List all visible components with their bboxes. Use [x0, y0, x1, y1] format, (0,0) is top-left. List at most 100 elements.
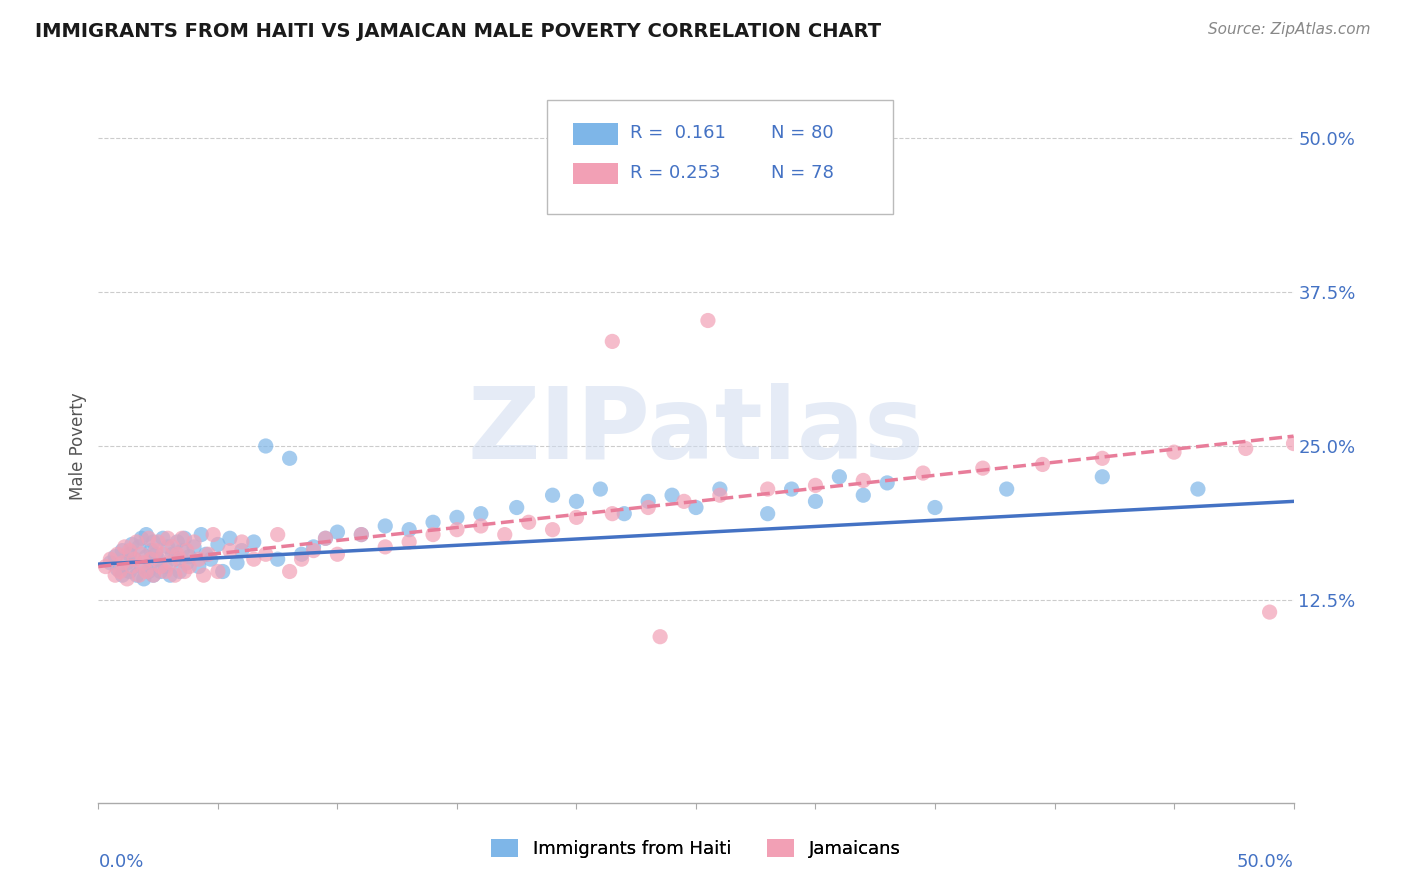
Point: [267, 552, 290, 566]
Point: [166, 547, 188, 561]
Point: [145, 543, 167, 558]
Point: [326, 525, 349, 540]
Point: [142, 535, 165, 549]
Point: [911, 466, 934, 480]
Point: [138, 565, 160, 579]
Point: [94, 559, 117, 574]
Point: [302, 540, 325, 554]
Point: [1258, 605, 1281, 619]
Point: [173, 565, 195, 579]
Point: [124, 552, 146, 566]
Point: [159, 556, 181, 570]
Point: [1282, 436, 1305, 450]
Point: [350, 527, 373, 541]
Text: ZIPatlas: ZIPatlas: [468, 384, 924, 480]
Point: [163, 552, 186, 566]
Point: [148, 552, 170, 566]
Point: [118, 565, 141, 579]
Point: [589, 482, 612, 496]
Point: [156, 531, 179, 545]
Point: [132, 556, 155, 570]
Point: [673, 494, 696, 508]
Point: [152, 531, 174, 545]
Point: [128, 540, 150, 554]
Point: [142, 568, 165, 582]
Point: [804, 478, 827, 492]
Point: [541, 523, 564, 537]
Point: [121, 559, 143, 574]
Point: [1163, 445, 1185, 459]
Point: [207, 537, 229, 551]
Point: [613, 507, 636, 521]
Point: [169, 565, 191, 579]
Point: [187, 552, 209, 566]
Point: [183, 535, 205, 549]
Point: [176, 543, 198, 558]
Text: N = 78: N = 78: [772, 164, 834, 182]
Point: [142, 568, 165, 582]
Point: [422, 527, 444, 541]
Point: [637, 494, 659, 508]
Point: [183, 540, 205, 554]
Point: [302, 543, 325, 558]
Point: [131, 559, 153, 574]
Point: [219, 531, 242, 545]
Point: [131, 547, 153, 561]
Point: [852, 488, 875, 502]
Point: [1091, 451, 1114, 466]
Point: [1091, 469, 1114, 483]
Point: [162, 547, 184, 561]
Text: R =  0.161: R = 0.161: [630, 125, 725, 143]
Legend: Immigrants from Haiti, Jamaicans: Immigrants from Haiti, Jamaicans: [484, 831, 908, 865]
FancyBboxPatch shape: [572, 162, 619, 184]
Point: [995, 482, 1018, 496]
Point: [291, 547, 314, 561]
Point: [124, 552, 146, 566]
Point: [179, 549, 201, 564]
Point: [231, 535, 253, 549]
Point: [219, 543, 242, 558]
Text: 0.0%: 0.0%: [98, 853, 143, 871]
Point: [852, 474, 875, 488]
Point: [697, 313, 720, 327]
Point: [211, 565, 233, 579]
Point: [169, 552, 191, 566]
Point: [972, 461, 994, 475]
Point: [108, 565, 131, 579]
Point: [152, 547, 174, 561]
Point: [195, 547, 218, 561]
Point: [709, 482, 731, 496]
Point: [162, 540, 184, 554]
Point: [148, 535, 170, 549]
Point: [118, 543, 141, 558]
Point: [155, 559, 177, 574]
Point: [374, 519, 396, 533]
Point: [709, 488, 731, 502]
Point: [494, 527, 516, 541]
Point: [135, 549, 157, 564]
Point: [156, 540, 179, 554]
Point: [876, 475, 898, 490]
Point: [98, 552, 122, 566]
Point: [254, 439, 277, 453]
Point: [254, 547, 277, 561]
Text: 50.0%: 50.0%: [1237, 853, 1294, 871]
Point: [231, 543, 253, 558]
Point: [374, 540, 396, 554]
Point: [243, 552, 266, 566]
Point: [149, 559, 172, 574]
Point: [114, 540, 136, 554]
Point: [176, 556, 198, 570]
Point: [602, 507, 624, 521]
Point: [398, 523, 420, 537]
Point: [179, 559, 201, 574]
Point: [924, 500, 946, 515]
Point: [661, 488, 683, 502]
Point: [107, 562, 129, 576]
Point: [602, 334, 624, 349]
Point: [118, 547, 141, 561]
Point: [111, 543, 134, 558]
Point: [446, 523, 468, 537]
Y-axis label: Male Poverty: Male Poverty: [69, 392, 87, 500]
Point: [98, 556, 122, 570]
